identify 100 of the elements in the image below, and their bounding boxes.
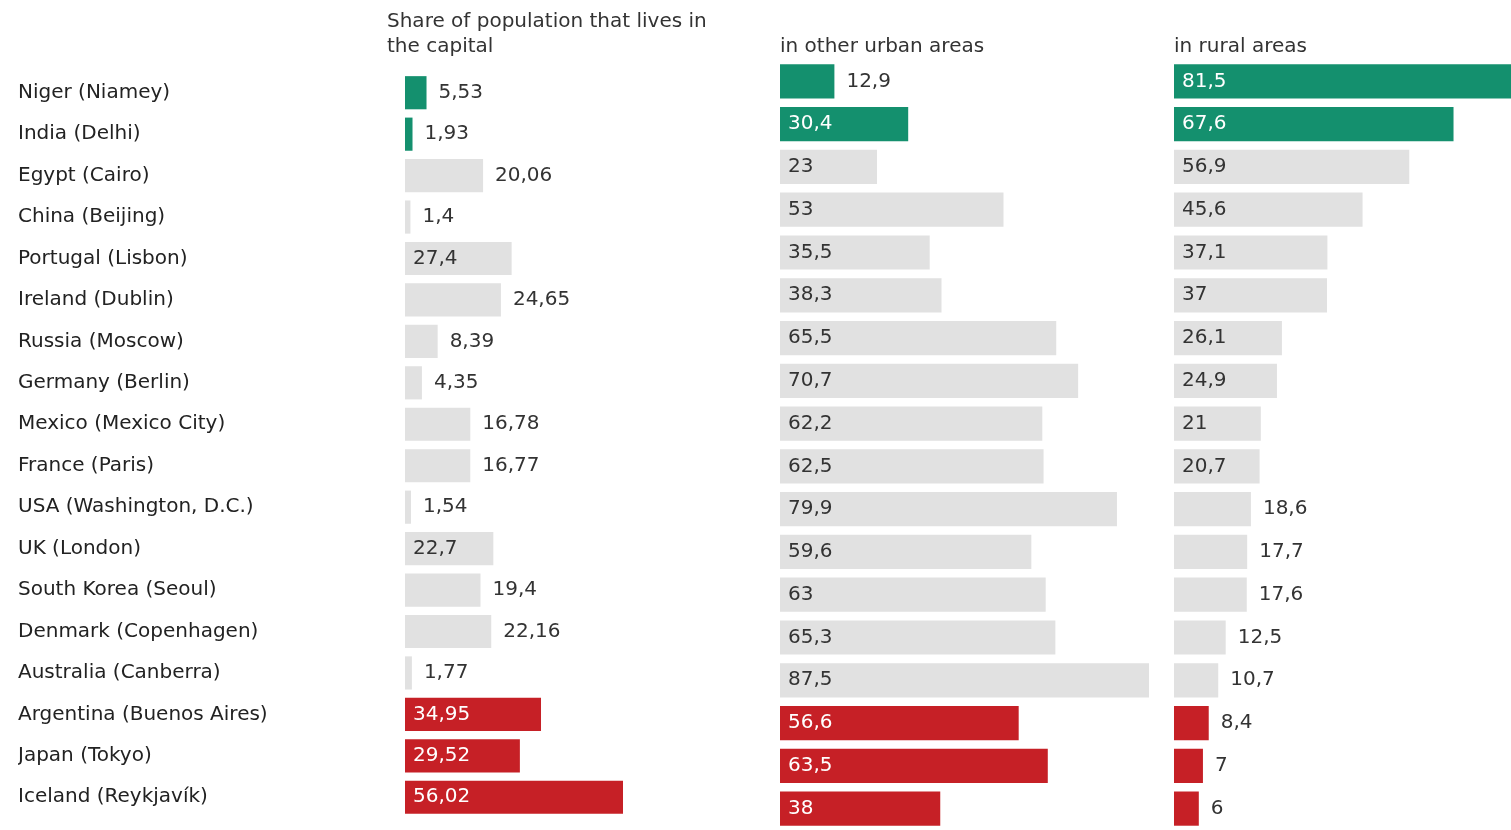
data-label: 27,4 <box>413 244 458 269</box>
data-label: 37,1 <box>1182 238 1227 263</box>
data-label: 79,9 <box>788 495 833 520</box>
y-tick-label: Ireland (Dublin) <box>18 286 174 311</box>
bar <box>1174 192 1363 227</box>
data-label: 12,9 <box>846 67 891 92</box>
bar <box>1174 663 1219 698</box>
bar <box>1174 278 1327 313</box>
data-label: 1,93 <box>424 120 470 145</box>
data-label: 8,39 <box>449 327 495 352</box>
data-label: 22,7 <box>413 534 458 559</box>
data-label: 1,54 <box>422 493 468 518</box>
bar <box>1174 577 1247 612</box>
bar <box>780 663 1149 698</box>
bar <box>1174 149 1410 185</box>
bar <box>780 278 942 313</box>
bar <box>780 577 1046 612</box>
bar <box>1174 107 1454 142</box>
data-label: 22,16 <box>503 617 561 642</box>
bar <box>780 64 835 99</box>
y-tick-label: Mexico (Mexico City) <box>18 410 226 435</box>
y-tick-label: Argentina (Buenos Aires) <box>18 700 268 725</box>
data-label: 29,52 <box>413 742 471 767</box>
data-label: 87,5 <box>788 666 833 691</box>
data-label: 37 <box>1182 281 1208 306</box>
bar <box>1174 748 1203 783</box>
data-label: 7 <box>1214 752 1228 777</box>
bar <box>405 490 411 524</box>
bar <box>1174 705 1209 741</box>
data-label: 16,78 <box>482 410 540 435</box>
data-label: 63 <box>788 580 814 605</box>
bar <box>405 656 412 690</box>
data-label: 38 <box>788 794 814 819</box>
data-label: 67,6 <box>1182 110 1227 135</box>
data-label: 5,53 <box>438 78 484 103</box>
bar <box>780 492 1117 527</box>
data-label: 30,4 <box>788 110 833 135</box>
data-label: 62,5 <box>788 452 833 477</box>
data-label: 63,5 <box>788 752 833 777</box>
data-label: 53 <box>788 195 814 220</box>
data-label: 65,3 <box>788 623 833 648</box>
bar <box>1174 620 1226 655</box>
y-tick-label: China (Beijing) <box>18 203 166 228</box>
bar <box>1174 320 1282 356</box>
data-label: 18,6 <box>1262 495 1308 520</box>
bar <box>780 791 941 826</box>
data-label: 16,77 <box>482 451 540 476</box>
bar <box>780 107 909 142</box>
bar <box>780 449 1044 484</box>
data-label: 24,65 <box>512 286 571 311</box>
data-label: 81,5 <box>1182 67 1227 92</box>
data-label: 17,7 <box>1259 538 1304 563</box>
bar <box>405 449 471 483</box>
data-label: 45,6 <box>1182 195 1227 220</box>
y-tick-label: Australia (Canberra) <box>18 659 221 684</box>
bar <box>405 407 471 441</box>
bar <box>780 534 1032 570</box>
bar <box>1174 406 1261 441</box>
bar <box>405 324 438 358</box>
data-label: 26,1 <box>1182 324 1227 349</box>
bar <box>405 159 484 193</box>
data-label: 56,9 <box>1182 153 1227 178</box>
y-tick-label: USA (Washington, D.C.) <box>18 493 254 518</box>
y-tick-label: Germany (Berlin) <box>18 369 190 394</box>
bar <box>405 697 542 731</box>
bar <box>780 149 877 185</box>
bar <box>405 117 413 151</box>
y-tick-label: France (Paris) <box>18 451 155 476</box>
data-label: 59,6 <box>788 538 833 563</box>
bar <box>405 283 501 317</box>
data-label: 34,95 <box>413 700 471 725</box>
data-label: 62,2 <box>788 409 833 434</box>
bar <box>1174 363 1277 398</box>
bar <box>405 573 481 607</box>
data-label: 38,3 <box>788 281 833 306</box>
chart-title: in rural areas <box>1174 32 1308 58</box>
data-label: 12,5 <box>1237 623 1283 648</box>
data-label: 17,6 <box>1258 580 1304 605</box>
y-tick-label: India (Delhi) <box>18 120 141 145</box>
bar <box>780 192 1004 227</box>
data-label: 10,7 <box>1230 666 1275 691</box>
bar <box>780 320 1057 356</box>
y-tick-label: Denmark (Copenhagen) <box>18 617 259 642</box>
bar <box>405 780 623 814</box>
y-tick-label: Iceland (Reykjavík) <box>18 783 208 808</box>
bar <box>405 739 520 773</box>
bar <box>780 620 1056 655</box>
bar <box>1174 534 1248 570</box>
bar <box>1174 791 1199 826</box>
y-tick-label: Portugal (Lisbon) <box>18 244 188 269</box>
data-label: 70,7 <box>788 367 833 392</box>
data-label: 56,02 <box>413 783 471 808</box>
bar <box>1174 492 1251 527</box>
bar <box>405 241 512 276</box>
data-label: 56,6 <box>788 709 833 734</box>
y-tick-label: Russia (Moscow) <box>18 327 184 352</box>
bar <box>1174 449 1260 484</box>
data-label: 24,9 <box>1182 367 1227 392</box>
bar <box>780 406 1043 441</box>
y-tick-label: South Korea (Seoul) <box>18 576 217 601</box>
